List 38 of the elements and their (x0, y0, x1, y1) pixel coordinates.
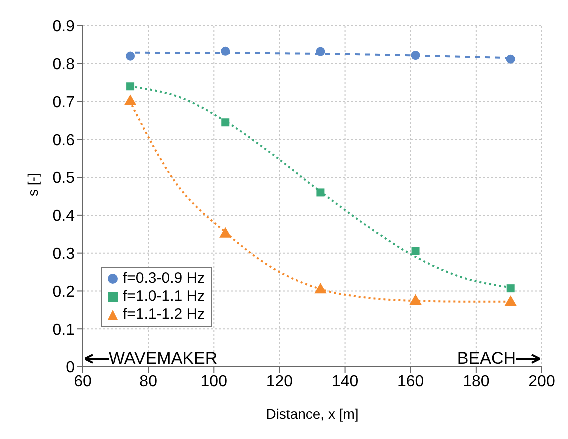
x-tick-label: 80 (140, 373, 158, 390)
y-tick-label: 0.4 (52, 208, 76, 226)
x-axis-title: Distance, x [m] (266, 406, 359, 422)
x-tick-label: 140 (332, 373, 359, 390)
annotation: BEACH (457, 349, 516, 370)
y-tick-label: 0.3 (52, 246, 76, 264)
y-tick-label: 0.7 (52, 94, 76, 112)
legend-label: f=1.1-1.2 Hz (123, 306, 206, 324)
point (220, 227, 232, 238)
legend-label: f=0.3-0.9 Hz (123, 270, 206, 288)
y-tick-label: 0.2 (52, 284, 76, 301)
x-tick-label: 60 (74, 373, 92, 390)
point (506, 54, 516, 64)
point (316, 188, 325, 197)
point (314, 283, 327, 294)
x-tick-label: 180 (463, 373, 490, 390)
point (410, 294, 422, 305)
point (222, 118, 230, 127)
annotation: WAVEMAKER (109, 349, 218, 370)
y-tick-label: 0.5 (52, 170, 76, 188)
x-tick-label: 200 (528, 373, 556, 390)
y-tick-label: 0.8 (52, 56, 76, 74)
x-tick-label: 100 (200, 373, 228, 390)
point (504, 296, 517, 306)
point (411, 51, 420, 60)
point (126, 82, 135, 91)
x-tick-label: 120 (266, 373, 294, 390)
point (221, 46, 230, 56)
y-tick-label: 0.9 (52, 18, 76, 36)
y-tick-label: 0.1 (52, 322, 76, 339)
y-axis-title: s [-] (24, 173, 41, 196)
point (126, 52, 136, 61)
point (412, 247, 420, 256)
y-tick-label: 0.6 (52, 132, 76, 150)
y-tick-label: 0 (66, 360, 76, 377)
legend-label: f=1.0-1.1 Hz (123, 288, 206, 306)
x-tick-label: 160 (398, 373, 424, 390)
point (316, 47, 326, 56)
